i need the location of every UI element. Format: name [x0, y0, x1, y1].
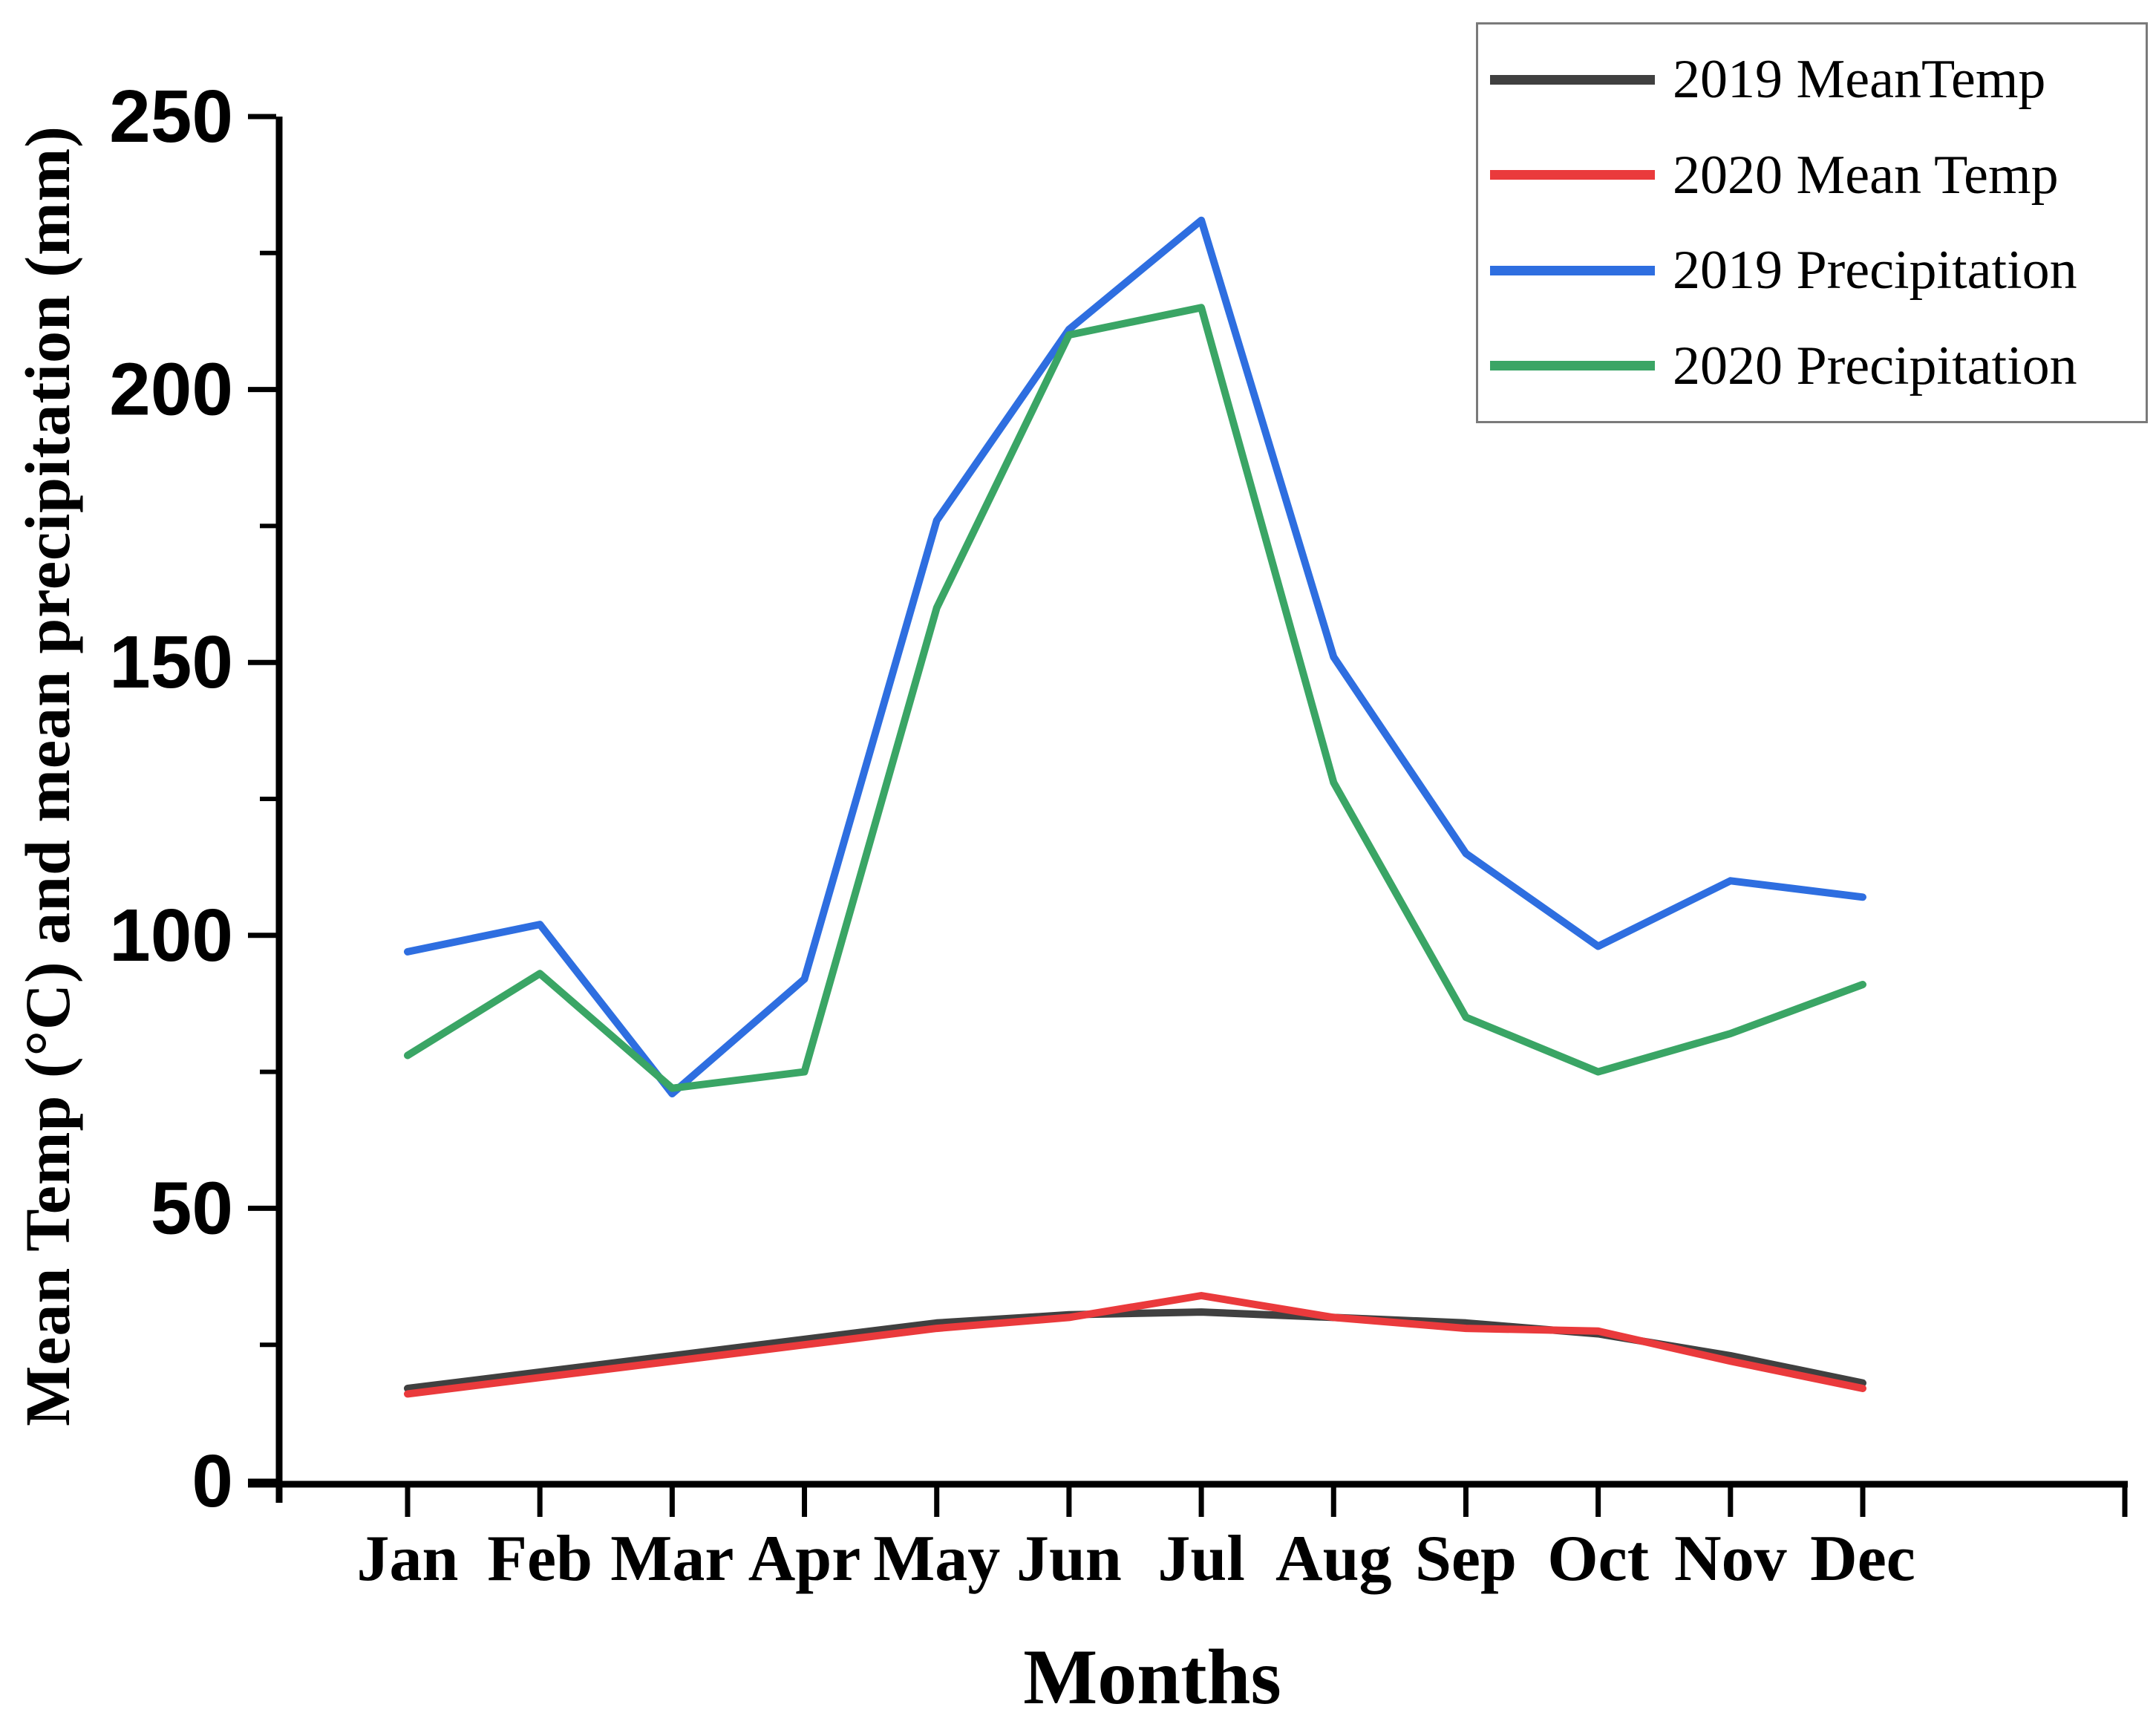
y-tick-label: 100 [109, 894, 233, 977]
x-tick-label: Feb [487, 1523, 592, 1595]
y-tick-label: 250 [109, 75, 233, 158]
x-tick-label: Jan [357, 1523, 459, 1595]
legend-label: 2019 Precipitation [1673, 240, 2077, 301]
x-tick-label: May [873, 1523, 1000, 1595]
legend-line-swatch [1490, 265, 1655, 275]
y-tick-label: 0 [192, 1440, 233, 1523]
legend-item-2020-precipitation: 2020 Precipitation [1490, 339, 2146, 394]
legend-line-swatch [1490, 74, 1655, 85]
legend-line-swatch [1490, 170, 1655, 180]
x-tick-label: Mar [610, 1523, 734, 1595]
legend-item-2020-mean-temp: 2020 Mean Temp [1490, 148, 2146, 203]
legend-label: 2020 Mean Temp [1673, 144, 2059, 206]
x-tick-label: Nov [1674, 1523, 1787, 1595]
y-axis-title: Mean Temp (°C) and mean precipitation (m… [12, 125, 83, 1426]
legend-label: 2020 Precipitation [1673, 335, 2077, 396]
legend-item-2019-precipitation: 2019 Precipitation [1490, 243, 2146, 298]
legend-item-2019-meantemp: 2019 MeanTemp [1490, 52, 2146, 107]
x-tick-label: Oct [1547, 1523, 1649, 1595]
series-line-2020-precipitation [404, 304, 1866, 1092]
legend: 2019 MeanTemp 2020 Mean Temp 2019 Precipit… [1476, 22, 2148, 423]
x-tick-label: Jun [1016, 1523, 1122, 1595]
x-tick-label: Apr [748, 1523, 861, 1595]
y-tick-label: 150 [109, 621, 233, 704]
series-line-2020-mean-temp [404, 1292, 1866, 1398]
y-tick-label: 50 [151, 1166, 233, 1250]
legend-label: 2019 MeanTemp [1673, 49, 2046, 111]
legend-line-swatch [1490, 361, 1655, 371]
x-tick-label: Aug [1275, 1523, 1392, 1595]
y-tick-label: 200 [109, 348, 233, 431]
x-tick-label: Sep [1415, 1523, 1517, 1595]
x-tick-label: Dec [1810, 1523, 1915, 1595]
x-tick-label: Jul [1157, 1523, 1244, 1595]
x-axis-title: Months [1023, 1633, 1281, 1720]
series-line-2019-meantemp [404, 1308, 1866, 1392]
